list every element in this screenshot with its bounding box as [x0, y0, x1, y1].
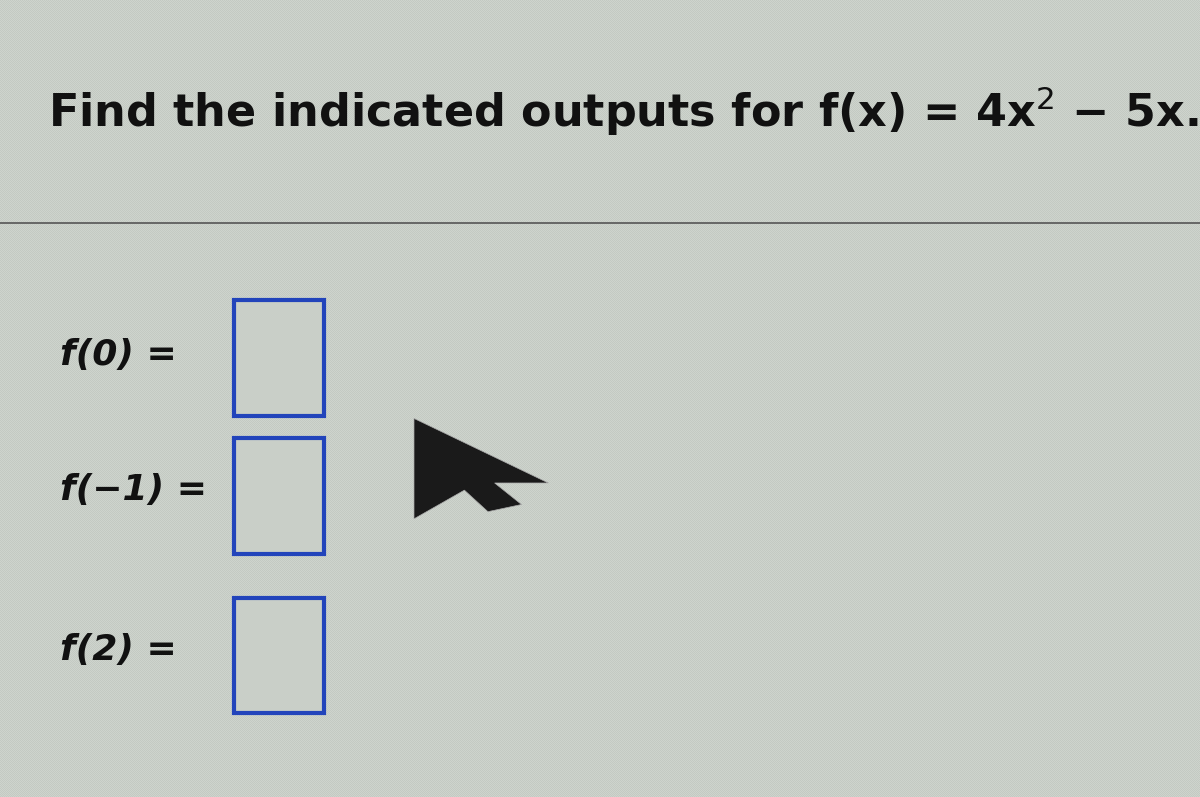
Polygon shape [414, 418, 548, 519]
Text: f(−1) =: f(−1) = [60, 473, 208, 507]
Text: f(2) =: f(2) = [60, 633, 176, 666]
Bar [234, 300, 324, 416]
Bar [234, 438, 324, 554]
Text: f(0) =: f(0) = [60, 338, 176, 371]
Bar [234, 598, 324, 713]
Text: Find the indicated outputs for f(x) = 4x$^2$ − 5x.: Find the indicated outputs for f(x) = 4x… [48, 84, 1199, 139]
